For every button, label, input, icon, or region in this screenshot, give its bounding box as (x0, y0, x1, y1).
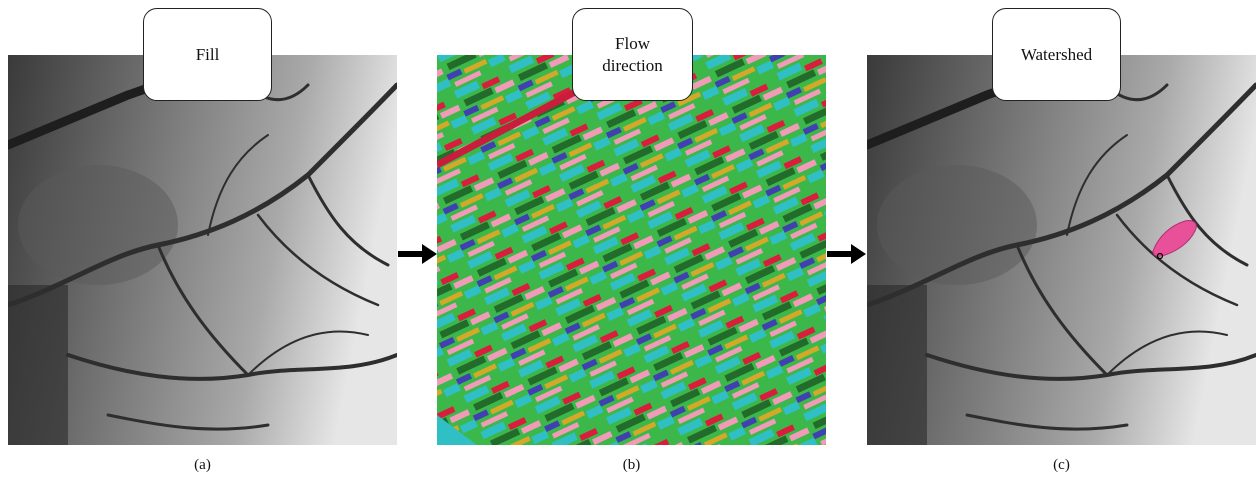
figure: Fill Flow direction Watershed (a) (b) (c… (0, 0, 1258, 479)
flow-direction-image (437, 55, 826, 445)
arrow (827, 243, 867, 265)
arrow (398, 243, 438, 265)
panel-caption: (c) (867, 457, 1256, 474)
panel-caption: (a) (8, 457, 397, 474)
panel-label: Flow direction (572, 8, 693, 101)
watershed-image (867, 55, 1256, 445)
panel-caption: (b) (437, 457, 826, 474)
panel-label: Fill (143, 8, 272, 101)
panel-label: Watershed (992, 8, 1121, 101)
fill-dem-image (8, 55, 397, 445)
